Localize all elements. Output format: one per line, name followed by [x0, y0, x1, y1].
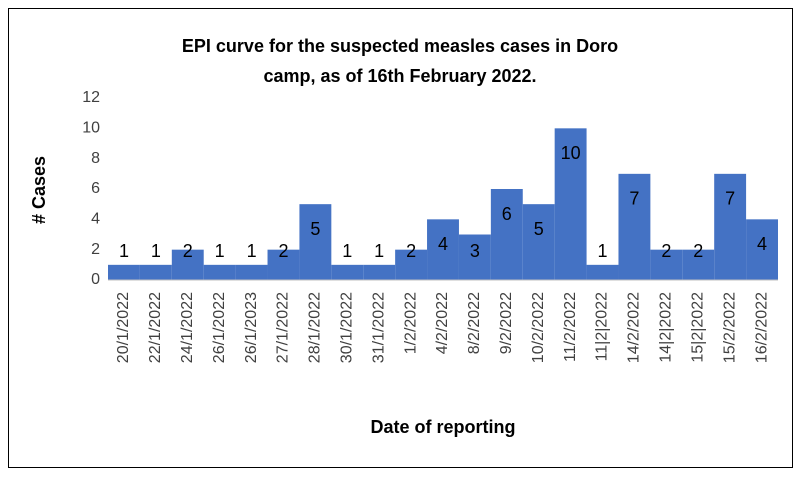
y-tick-label: 4 [91, 211, 100, 228]
x-tick-label: 10/2/2022 [530, 292, 547, 363]
x-tick-label: 20/1/2022 [115, 292, 132, 363]
y-axis-title: # Cases [29, 156, 49, 224]
data-label: 10 [561, 143, 581, 163]
bar [427, 219, 459, 280]
data-label: 2 [278, 241, 288, 261]
bar [650, 249, 683, 280]
data-label: 7 [629, 189, 639, 209]
x-tick-label: 31/1/2022 [370, 292, 387, 363]
x-tick-label: 11/2/2022 [562, 292, 579, 362]
x-tick-label: 11|2|2022 [594, 292, 611, 362]
y-tick-label: 12 [82, 89, 100, 106]
bar [171, 249, 204, 280]
bar [714, 173, 747, 280]
bar [203, 264, 236, 280]
x-tick-label: 4/2/2022 [434, 292, 451, 354]
bar [522, 204, 555, 280]
x-tick-label: 1/2/2022 [402, 292, 419, 354]
y-tick-label: 0 [91, 271, 100, 288]
y-tick-label: 2 [91, 241, 100, 258]
data-label: 1 [247, 241, 257, 261]
data-label: 4 [757, 234, 767, 254]
data-label: 1 [598, 241, 608, 261]
x-tick-label: 8/2/2022 [466, 292, 483, 354]
bar [746, 219, 778, 280]
bar [458, 234, 491, 280]
bar [490, 189, 523, 280]
y-tick-label: 10 [82, 120, 100, 137]
chart-title: camp, as of 16th February 2022. [263, 66, 536, 86]
bar [618, 173, 651, 280]
bar [139, 264, 172, 280]
data-label: 1 [342, 241, 352, 261]
chart-border [8, 8, 793, 468]
x-tick-label: 28/1/2022 [307, 292, 324, 363]
bar [299, 204, 332, 280]
x-axis-title: Date of reporting [370, 417, 515, 437]
x-tick-label: 22/1/2022 [147, 292, 164, 363]
x-tick-label: 14/2/2022 [626, 292, 643, 363]
bar [331, 264, 364, 280]
x-tick-label: 14|2|2022 [658, 292, 675, 363]
bar [235, 264, 268, 280]
chart-title: EPI curve for the suspected measles case… [182, 36, 618, 56]
bar [682, 249, 715, 280]
y-tick-label: 8 [91, 150, 100, 167]
data-label: 2 [183, 241, 193, 261]
data-label: 1 [151, 241, 161, 261]
data-label: 1 [119, 241, 129, 261]
bar [554, 128, 587, 280]
y-tick-label: 6 [91, 180, 100, 197]
x-tick-label: 15|2|2022 [689, 292, 706, 363]
x-tick-label: 16/2/2022 [753, 292, 770, 363]
data-label: 5 [310, 219, 320, 239]
data-label: 7 [725, 189, 735, 209]
bar [586, 264, 619, 280]
data-label: 2 [693, 241, 703, 261]
data-label: 5 [534, 219, 544, 239]
data-label: 1 [374, 241, 384, 261]
x-tick-label: 26/1/2022 [211, 292, 228, 363]
x-tick-label: 27/1/2022 [275, 292, 292, 363]
data-label: 2 [406, 241, 416, 261]
bar [395, 249, 428, 280]
data-label: 3 [470, 241, 480, 261]
x-tick-label: 15/2/2022 [721, 292, 738, 363]
data-label: 2 [661, 241, 671, 261]
x-tick-label: 30/1/2022 [339, 292, 356, 363]
x-tick-label: 9/2/2022 [498, 292, 515, 354]
data-label: 4 [438, 234, 448, 254]
bar [363, 264, 396, 280]
x-tick-label: 24/1/2022 [179, 292, 196, 363]
data-label: 6 [502, 204, 512, 224]
bar [108, 264, 140, 280]
bar [267, 249, 300, 280]
x-tick-label: 26/1/2023 [243, 292, 260, 363]
data-label: 1 [215, 241, 225, 261]
